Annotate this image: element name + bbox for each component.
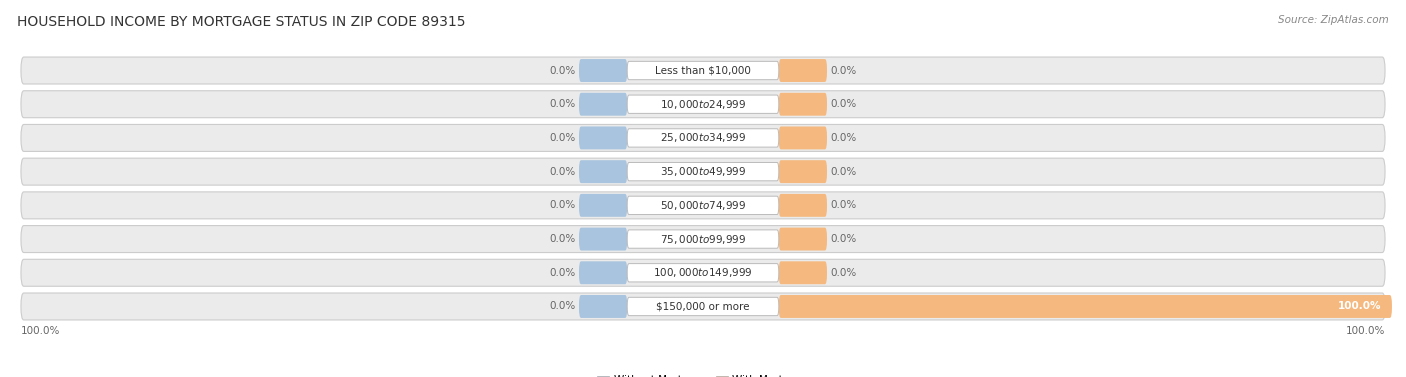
Text: 0.0%: 0.0% bbox=[550, 234, 575, 244]
FancyBboxPatch shape bbox=[579, 194, 627, 217]
Text: 0.0%: 0.0% bbox=[831, 268, 856, 278]
FancyBboxPatch shape bbox=[21, 192, 1385, 219]
Text: 0.0%: 0.0% bbox=[550, 200, 575, 210]
Text: 0.0%: 0.0% bbox=[831, 133, 856, 143]
FancyBboxPatch shape bbox=[627, 230, 779, 248]
FancyBboxPatch shape bbox=[21, 158, 1385, 185]
Text: $35,000 to $49,999: $35,000 to $49,999 bbox=[659, 165, 747, 178]
Text: 0.0%: 0.0% bbox=[831, 234, 856, 244]
FancyBboxPatch shape bbox=[579, 160, 627, 183]
Text: 0.0%: 0.0% bbox=[831, 167, 856, 177]
Text: 0.0%: 0.0% bbox=[550, 167, 575, 177]
Text: $25,000 to $34,999: $25,000 to $34,999 bbox=[659, 132, 747, 144]
FancyBboxPatch shape bbox=[627, 196, 779, 215]
Text: $100,000 to $149,999: $100,000 to $149,999 bbox=[654, 266, 752, 279]
FancyBboxPatch shape bbox=[579, 59, 627, 82]
Text: $150,000 or more: $150,000 or more bbox=[657, 302, 749, 311]
Text: 0.0%: 0.0% bbox=[831, 99, 856, 109]
FancyBboxPatch shape bbox=[21, 57, 1385, 84]
Text: Less than $10,000: Less than $10,000 bbox=[655, 66, 751, 75]
FancyBboxPatch shape bbox=[579, 295, 627, 318]
FancyBboxPatch shape bbox=[579, 93, 627, 116]
FancyBboxPatch shape bbox=[627, 129, 779, 147]
Text: 100.0%: 100.0% bbox=[1339, 302, 1382, 311]
Legend: Without Mortgage, With Mortgage: Without Mortgage, With Mortgage bbox=[593, 371, 813, 377]
FancyBboxPatch shape bbox=[779, 59, 827, 82]
Text: 0.0%: 0.0% bbox=[550, 268, 575, 278]
Text: 100.0%: 100.0% bbox=[21, 326, 60, 336]
FancyBboxPatch shape bbox=[21, 293, 1385, 320]
FancyBboxPatch shape bbox=[779, 160, 827, 183]
FancyBboxPatch shape bbox=[627, 297, 779, 316]
FancyBboxPatch shape bbox=[779, 261, 827, 284]
Text: $75,000 to $99,999: $75,000 to $99,999 bbox=[659, 233, 747, 245]
FancyBboxPatch shape bbox=[579, 261, 627, 284]
Text: 0.0%: 0.0% bbox=[831, 200, 856, 210]
Text: 0.0%: 0.0% bbox=[831, 66, 856, 75]
FancyBboxPatch shape bbox=[627, 264, 779, 282]
Text: Source: ZipAtlas.com: Source: ZipAtlas.com bbox=[1278, 15, 1389, 25]
FancyBboxPatch shape bbox=[779, 295, 1392, 318]
Text: 0.0%: 0.0% bbox=[550, 302, 575, 311]
FancyBboxPatch shape bbox=[779, 194, 827, 217]
Text: 0.0%: 0.0% bbox=[550, 99, 575, 109]
FancyBboxPatch shape bbox=[21, 91, 1385, 118]
Text: $10,000 to $24,999: $10,000 to $24,999 bbox=[659, 98, 747, 111]
Text: 0.0%: 0.0% bbox=[550, 133, 575, 143]
FancyBboxPatch shape bbox=[21, 225, 1385, 253]
FancyBboxPatch shape bbox=[779, 228, 827, 251]
FancyBboxPatch shape bbox=[21, 259, 1385, 286]
FancyBboxPatch shape bbox=[579, 126, 627, 149]
FancyBboxPatch shape bbox=[627, 61, 779, 80]
FancyBboxPatch shape bbox=[579, 228, 627, 251]
FancyBboxPatch shape bbox=[779, 126, 827, 149]
Text: HOUSEHOLD INCOME BY MORTGAGE STATUS IN ZIP CODE 89315: HOUSEHOLD INCOME BY MORTGAGE STATUS IN Z… bbox=[17, 15, 465, 29]
FancyBboxPatch shape bbox=[627, 95, 779, 113]
FancyBboxPatch shape bbox=[21, 124, 1385, 152]
Text: 100.0%: 100.0% bbox=[1346, 326, 1385, 336]
Text: $50,000 to $74,999: $50,000 to $74,999 bbox=[659, 199, 747, 212]
FancyBboxPatch shape bbox=[779, 93, 827, 116]
FancyBboxPatch shape bbox=[627, 162, 779, 181]
Text: 0.0%: 0.0% bbox=[550, 66, 575, 75]
